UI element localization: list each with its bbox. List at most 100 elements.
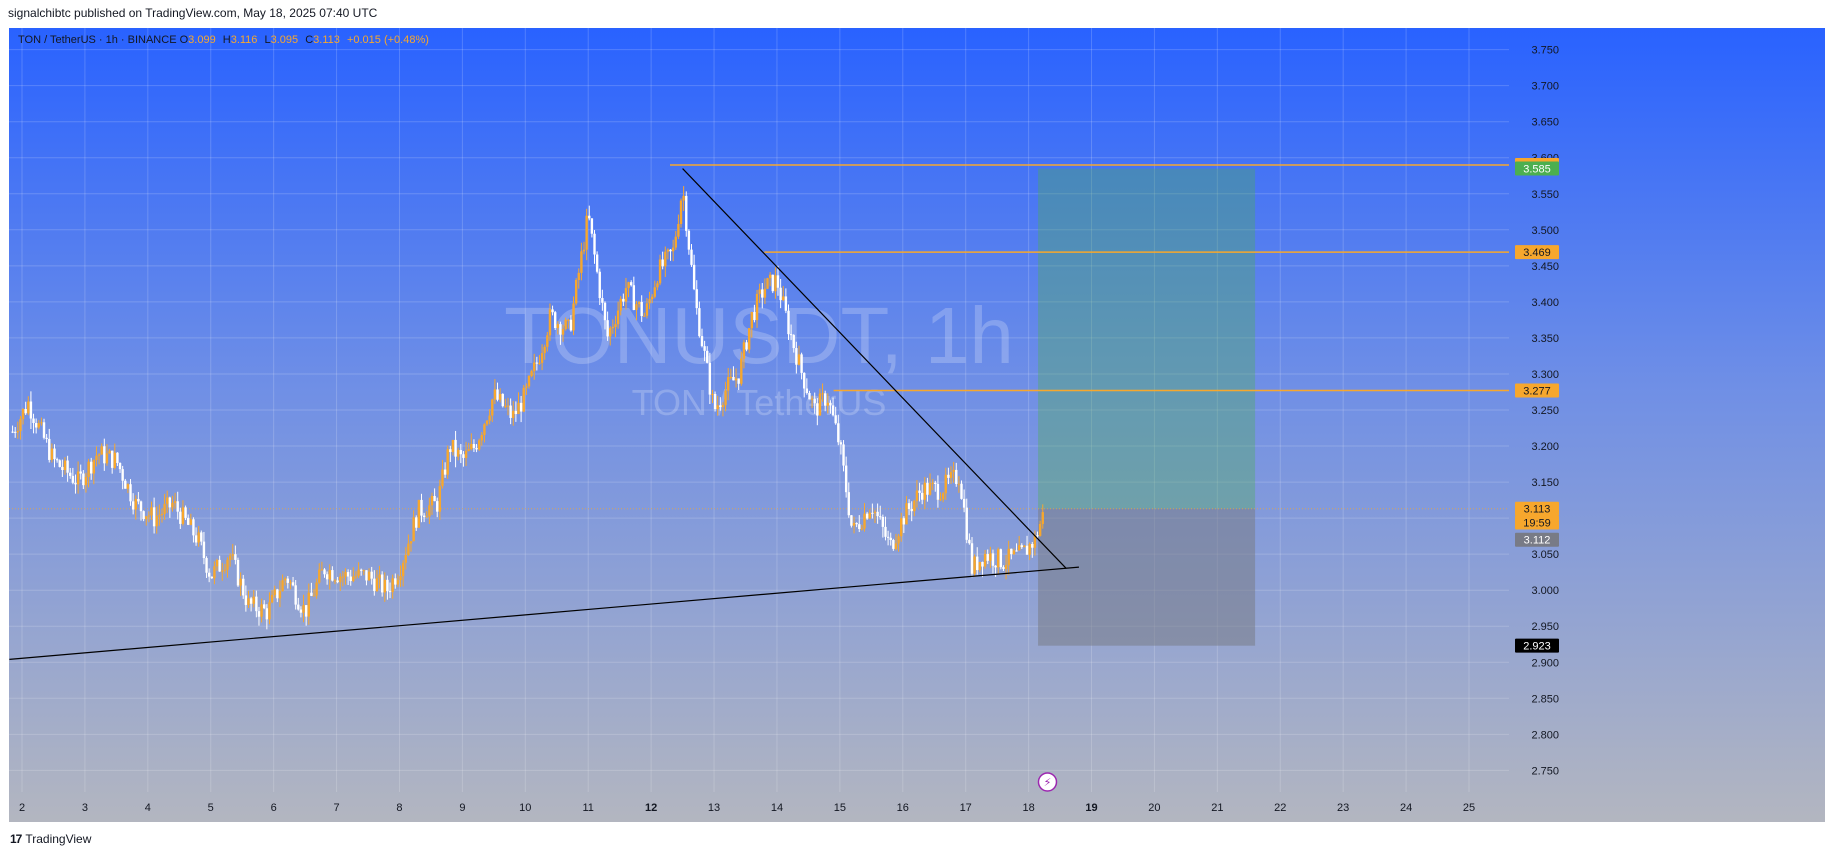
candle-body[interactable] bbox=[865, 513, 869, 519]
candle-body[interactable] bbox=[981, 561, 984, 567]
candle-body[interactable] bbox=[842, 444, 845, 466]
candle-body[interactable] bbox=[844, 465, 848, 493]
candle-body[interactable] bbox=[472, 444, 476, 448]
candle-body[interactable] bbox=[1020, 545, 1023, 548]
candle-body[interactable] bbox=[126, 484, 130, 489]
candle-body[interactable] bbox=[268, 602, 271, 620]
candle-body[interactable] bbox=[713, 393, 717, 410]
candle-body[interactable] bbox=[501, 393, 504, 407]
candle-body[interactable] bbox=[380, 574, 384, 593]
candle-body[interactable] bbox=[354, 575, 358, 577]
candle-body[interactable] bbox=[270, 594, 274, 603]
candle-body[interactable] bbox=[816, 403, 819, 416]
candle-body[interactable] bbox=[32, 418, 35, 424]
candle-body[interactable] bbox=[645, 303, 649, 316]
candle-body[interactable] bbox=[803, 372, 806, 389]
candle-body[interactable] bbox=[53, 448, 56, 460]
candle-body[interactable] bbox=[373, 578, 376, 592]
candle-body[interactable] bbox=[666, 249, 670, 252]
candle-body[interactable] bbox=[281, 580, 284, 592]
candle-body[interactable] bbox=[973, 556, 976, 574]
candle-body[interactable] bbox=[695, 289, 698, 309]
candle-body[interactable] bbox=[378, 574, 381, 579]
candle-body[interactable] bbox=[606, 320, 609, 337]
candle-body[interactable] bbox=[902, 518, 906, 525]
footer-brand[interactable]: TradingView bbox=[25, 832, 92, 846]
candle-body[interactable] bbox=[855, 523, 858, 525]
candle-body[interactable] bbox=[71, 475, 75, 483]
candle-body[interactable] bbox=[48, 438, 51, 460]
candle-body[interactable] bbox=[556, 324, 560, 329]
candle-body[interactable] bbox=[598, 271, 601, 299]
candle-body[interactable] bbox=[876, 511, 879, 517]
candle-body[interactable] bbox=[404, 554, 407, 563]
candle-body[interactable] bbox=[197, 532, 200, 543]
candle-body[interactable] bbox=[582, 249, 586, 252]
candle-body[interactable] bbox=[852, 523, 856, 526]
candle-body[interactable] bbox=[34, 423, 38, 428]
candle-body[interactable] bbox=[648, 299, 651, 304]
candle-body[interactable] bbox=[189, 519, 193, 525]
candle-body[interactable] bbox=[357, 569, 360, 576]
candle-body[interactable] bbox=[365, 570, 368, 581]
candle-body[interactable] bbox=[839, 442, 843, 445]
candle-body[interactable] bbox=[955, 469, 958, 484]
candle-body[interactable] bbox=[105, 453, 109, 464]
candle-body[interactable] bbox=[829, 402, 832, 406]
candle-body[interactable] bbox=[881, 517, 885, 527]
candle-body[interactable] bbox=[252, 596, 255, 604]
candle-body[interactable] bbox=[74, 482, 77, 485]
candle-body[interactable] bbox=[425, 516, 428, 518]
candle-body[interactable] bbox=[525, 386, 528, 388]
candle-body[interactable] bbox=[700, 336, 704, 347]
candle-body[interactable] bbox=[779, 287, 782, 301]
candle-body[interactable] bbox=[897, 536, 900, 544]
candle-body[interactable] bbox=[708, 362, 712, 395]
candle-body[interactable] bbox=[879, 516, 882, 518]
candle-body[interactable] bbox=[100, 446, 103, 455]
candle-body[interactable] bbox=[50, 448, 54, 460]
candle-body[interactable] bbox=[349, 576, 352, 582]
candle-body[interactable] bbox=[1025, 545, 1029, 555]
candle-body[interactable] bbox=[509, 405, 512, 418]
candle-body[interactable] bbox=[504, 405, 507, 407]
candle-body[interactable] bbox=[360, 569, 363, 571]
candle-body[interactable] bbox=[577, 272, 580, 280]
candle-body[interactable] bbox=[774, 275, 777, 292]
candle-body[interactable] bbox=[396, 580, 400, 585]
candle-body[interactable] bbox=[567, 319, 570, 321]
candle-body[interactable] bbox=[989, 553, 992, 561]
candle-body[interactable] bbox=[184, 507, 187, 518]
candle-body[interactable] bbox=[616, 310, 620, 325]
candle-body[interactable] bbox=[226, 559, 229, 570]
candle-body[interactable] bbox=[622, 298, 625, 302]
candle-body[interactable] bbox=[29, 401, 33, 419]
candle-body[interactable] bbox=[910, 508, 913, 512]
candle-body[interactable] bbox=[11, 431, 14, 433]
candle-body[interactable] bbox=[810, 398, 814, 400]
candle-body[interactable] bbox=[808, 393, 811, 400]
candle-body[interactable] bbox=[884, 526, 887, 537]
candle-body[interactable] bbox=[719, 405, 722, 407]
candle-body[interactable] bbox=[108, 450, 111, 454]
candle-body[interactable] bbox=[658, 259, 662, 284]
candle-body[interactable] bbox=[771, 274, 774, 292]
candle-body[interactable] bbox=[918, 490, 921, 493]
candle-body[interactable] bbox=[257, 611, 261, 617]
candle-body[interactable] bbox=[561, 329, 565, 335]
candle-body[interactable] bbox=[24, 408, 27, 414]
candle-body[interactable] bbox=[82, 473, 85, 486]
candle-body[interactable] bbox=[42, 422, 46, 438]
candle-body[interactable] bbox=[213, 566, 216, 579]
tradingview-logo-icon[interactable]: 17 bbox=[10, 832, 22, 846]
candle-body[interactable] bbox=[527, 376, 531, 387]
candle-body[interactable] bbox=[585, 215, 588, 250]
candle-body[interactable] bbox=[331, 570, 334, 581]
candle-body[interactable] bbox=[997, 549, 1000, 568]
candle-body[interactable] bbox=[706, 350, 709, 363]
candle-body[interactable] bbox=[483, 424, 486, 436]
candle-body[interactable] bbox=[734, 378, 738, 381]
candle-body[interactable] bbox=[21, 408, 25, 420]
target-zone[interactable] bbox=[1038, 168, 1256, 509]
candle-body[interactable] bbox=[711, 393, 714, 395]
